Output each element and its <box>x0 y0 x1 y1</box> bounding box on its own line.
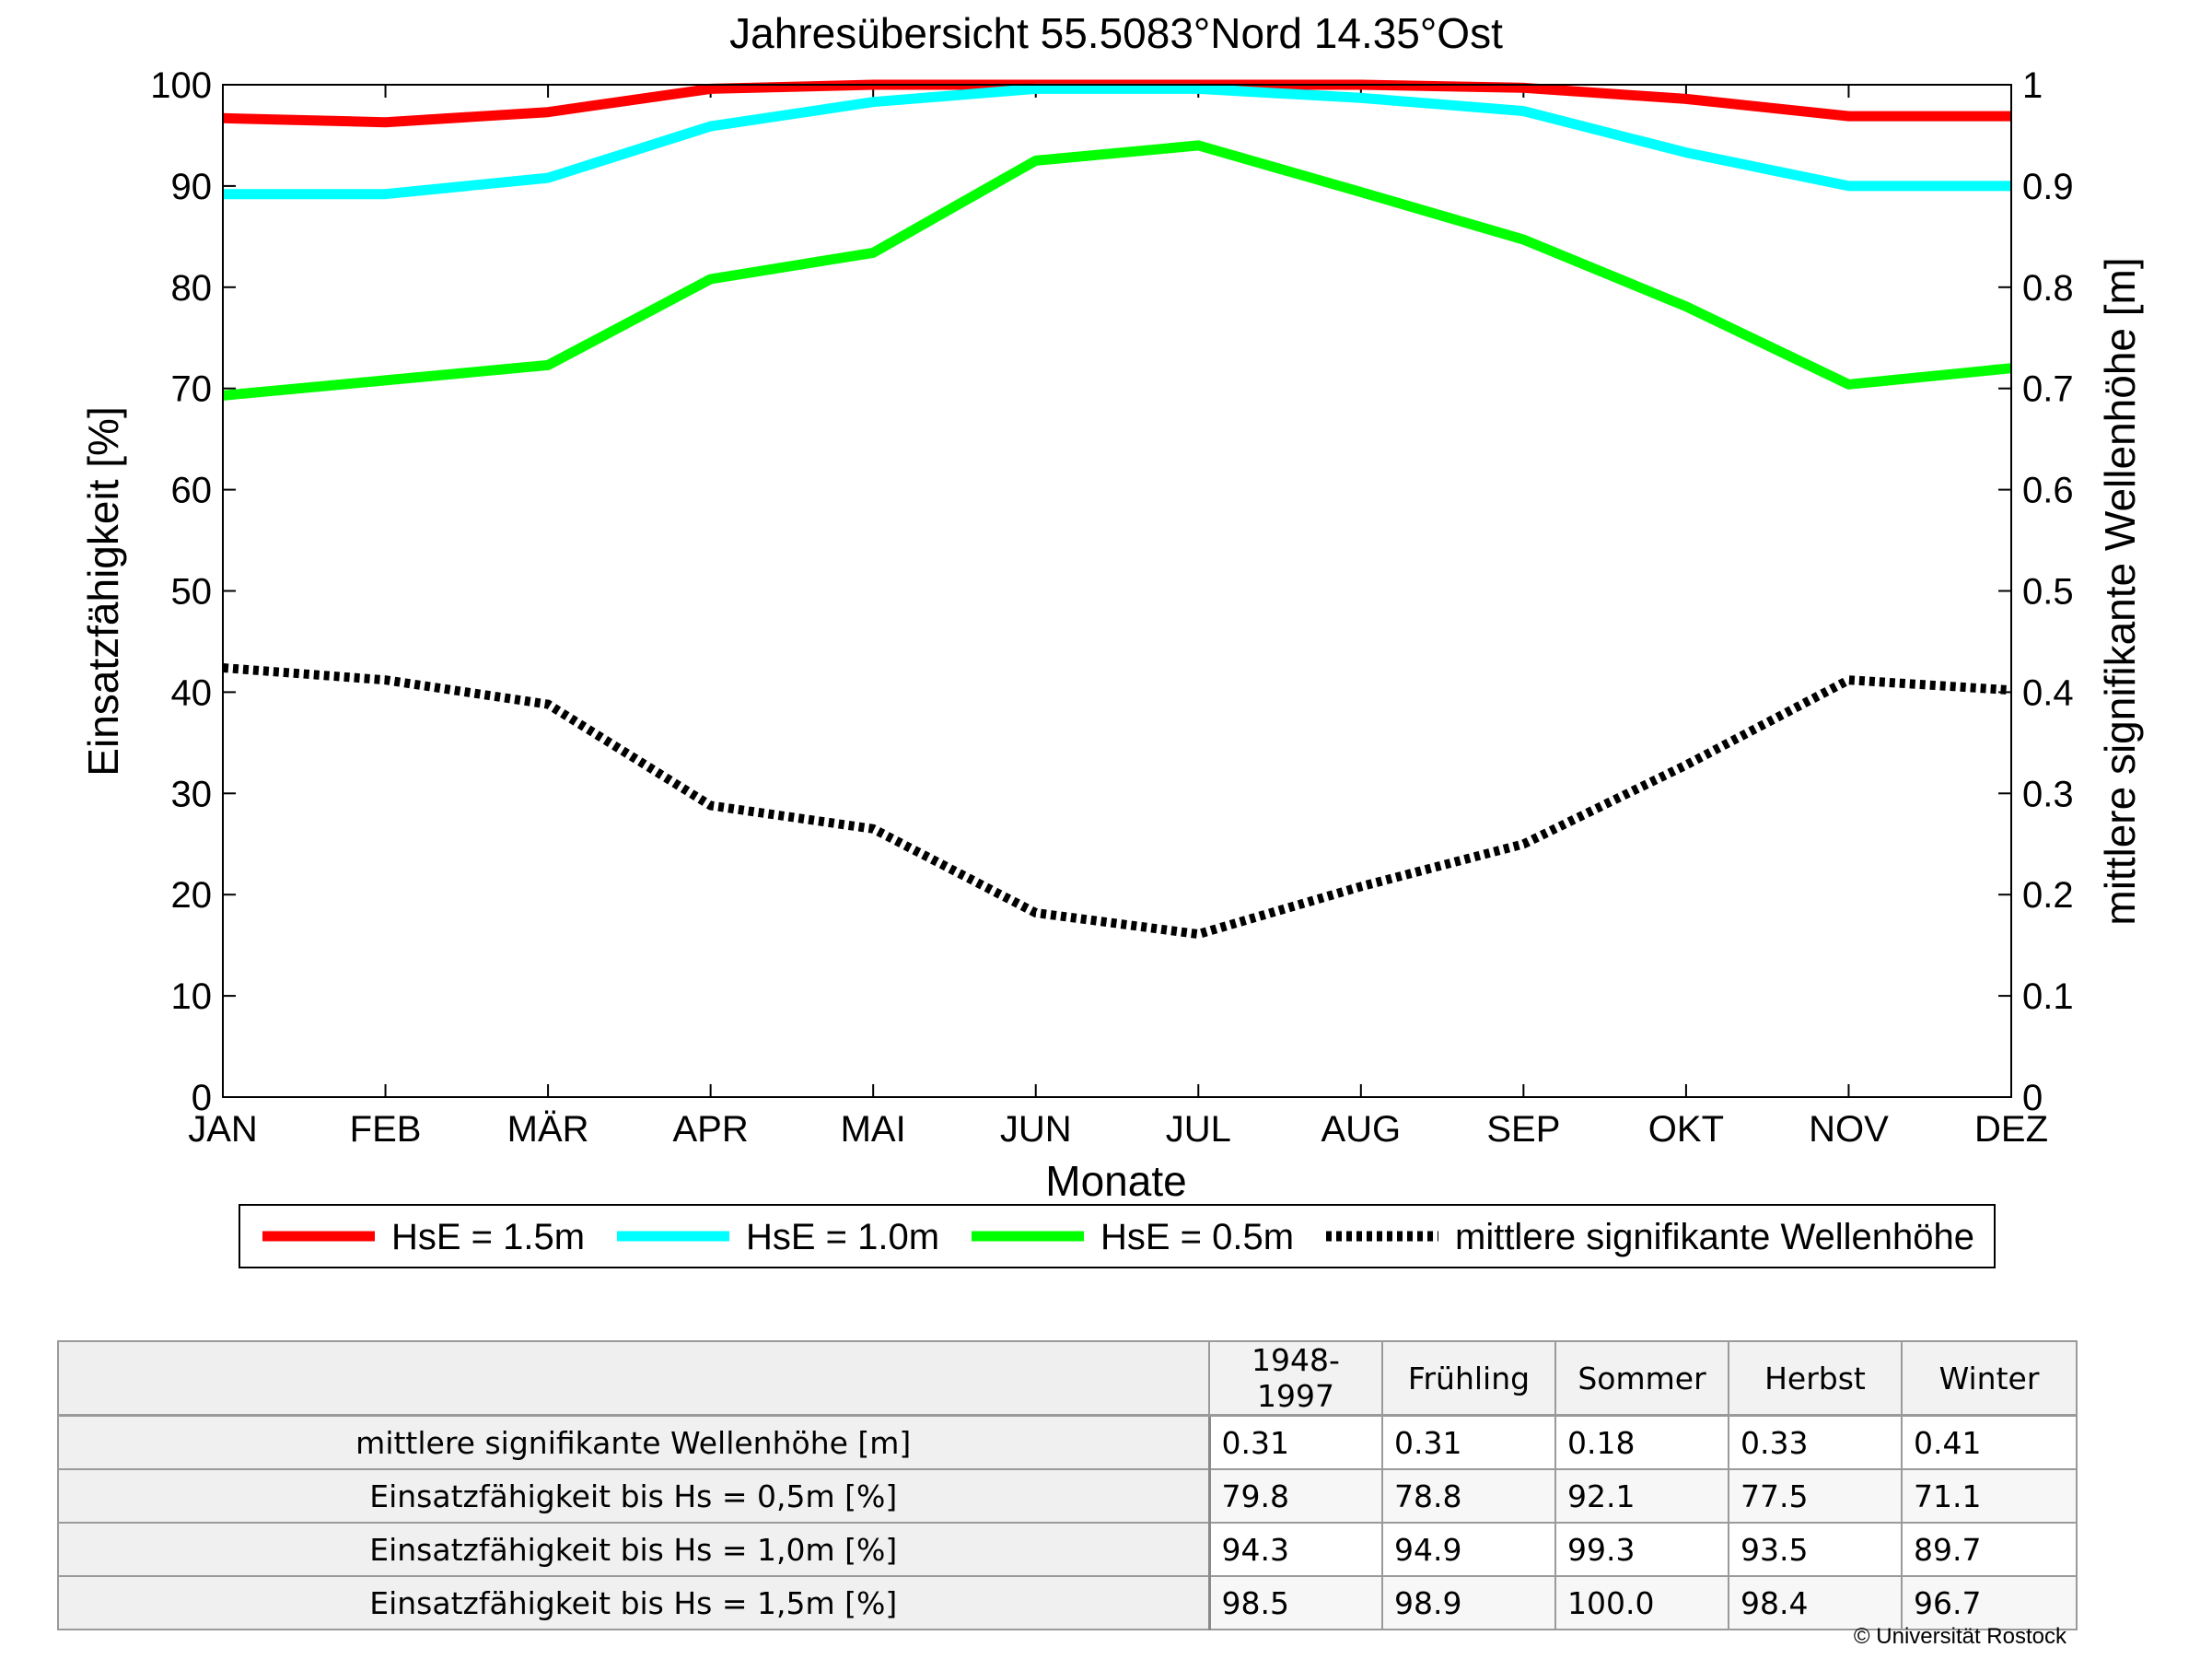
table-cell: 0.33 <box>1728 1414 1903 1470</box>
row-label: Einsatzfähigkeit bis Hs = 1,0m [%] <box>57 1522 1211 1577</box>
legend-box <box>239 1204 1996 1268</box>
y-tick-label: 90 <box>171 167 213 207</box>
y2-tick-label: 0.5 <box>2022 572 2074 613</box>
plot-area <box>223 85 2011 1097</box>
x-tick-label: AUG <box>1321 1109 1401 1150</box>
y2-tick-label: 0.6 <box>2022 471 2074 511</box>
row-label: Einsatzfähigkeit bis Hs = 0,5m [%] <box>57 1468 1211 1524</box>
col-header: 1948-1997 <box>1208 1340 1383 1417</box>
plot-frame <box>222 84 2012 1098</box>
table-cell: 100.0 <box>1554 1575 1729 1630</box>
table-cell: 79.8 <box>1208 1468 1383 1524</box>
table-cell: 78.8 <box>1381 1468 1556 1524</box>
legend-label: mittlere signifikante Wellenhöhe <box>1455 1217 1974 1257</box>
x-tick-label: SEP <box>1486 1109 1560 1150</box>
series-line-hse-0-5m <box>222 140 2012 401</box>
x-tick-label: DEZ <box>1974 1109 2048 1150</box>
x-axis-label: Monate <box>1045 1157 1186 1205</box>
y2-axis-label: mittlere signifikante Wellenhöhe [m] <box>2096 257 2144 925</box>
x-tick-label: NOV <box>1809 1109 1889 1150</box>
table-cell: 98.5 <box>1208 1575 1383 1630</box>
x-tick-label: OKT <box>1648 1109 1724 1150</box>
y-tick-label: 50 <box>171 572 213 613</box>
y2-tick-label: 0.3 <box>2022 774 2074 814</box>
x-tick-label: APR <box>673 1109 749 1150</box>
table-cell: 94.9 <box>1381 1522 1556 1577</box>
row-label: Einsatzfähigkeit bis Hs = 1,5m [%] <box>57 1575 1211 1630</box>
table-row: mittlere signifikante Wellenhöhe [m] 0.3… <box>57 1414 2078 1470</box>
x-tick-label: JAN <box>188 1109 258 1150</box>
y-tick-label: 60 <box>171 471 213 511</box>
table-cell: 0.41 <box>1901 1414 2078 1470</box>
y-tick-label: 100 <box>150 65 212 106</box>
legend-label: HsE = 0.5m <box>1100 1217 1294 1257</box>
copyright-note: © Universität Rostock <box>1853 1624 2066 1649</box>
x-tick-label: JUL <box>1166 1109 1231 1150</box>
y2-tick-label: 0.8 <box>2022 268 2074 309</box>
table-corner-cell <box>57 1340 1210 1417</box>
x-tick-label: MAI <box>841 1109 906 1150</box>
col-header: Frühling <box>1381 1340 1556 1417</box>
table-cell: 71.1 <box>1901 1468 2078 1524</box>
y2-tick-label: 0 <box>2022 1078 2043 1118</box>
y2-tick-label: 0.9 <box>2022 167 2074 207</box>
y-tick-label: 0 <box>192 1078 212 1118</box>
table-row: Einsatzfähigkeit bis Hs = 0,5m [%] 79.8 … <box>57 1468 2078 1524</box>
table-header-row: 1948-1997 Frühling Sommer Herbst Winter <box>57 1340 2078 1417</box>
y-tick-label: 20 <box>171 875 213 916</box>
table-row: Einsatzfähigkeit bis Hs = 1,5m [%] 98.5 … <box>57 1575 2078 1630</box>
x-tick-label: MÄR <box>507 1109 589 1150</box>
table-cell: 92.1 <box>1554 1468 1729 1524</box>
table-cell: 0.31 <box>1208 1414 1383 1470</box>
y2-tick-label: 0.2 <box>2022 875 2074 916</box>
y-tick-label: 30 <box>171 774 213 814</box>
y2-tick-label: 0.7 <box>2022 369 2074 410</box>
col-header: Sommer <box>1554 1340 1729 1417</box>
table-cell: 77.5 <box>1728 1468 1903 1524</box>
table-cell: 96.7 <box>1901 1575 2078 1630</box>
col-header: Herbst <box>1728 1340 1903 1417</box>
chart-title: Jahresübersicht 55.5083°Nord 14.35°Ost <box>729 9 1503 57</box>
table-cell: 0.31 <box>1381 1414 1556 1470</box>
table-cell: 94.3 <box>1208 1522 1383 1577</box>
y-tick-label: 70 <box>171 369 213 410</box>
table-cell: 98.9 <box>1381 1575 1556 1630</box>
x-tick-label: JUN <box>1000 1109 1072 1150</box>
y2-tick-label: 0.4 <box>2022 672 2074 713</box>
y2-tick-label: 0.1 <box>2022 976 2074 1017</box>
table-cell: 99.3 <box>1554 1522 1729 1577</box>
table-cell: 93.5 <box>1728 1522 1903 1577</box>
table-cell: 0.18 <box>1554 1414 1729 1470</box>
x-tick-label: FEB <box>350 1109 422 1150</box>
table-cell: 89.7 <box>1901 1522 2078 1577</box>
legend: HsE = 1.5m HsE = 1.0m HsE = 0.5m mittlere s… <box>239 1204 1996 1268</box>
table-cell: 98.4 <box>1728 1575 1903 1630</box>
summary-table: 1948-1997 Frühling Sommer Herbst Winter … <box>57 1340 2078 1630</box>
table-row: Einsatzfähigkeit bis Hs = 1,0m [%] 94.3 … <box>57 1522 2078 1577</box>
summary-table-container: 1948-1997 Frühling Sommer Herbst Winter … <box>57 1340 2078 1630</box>
y-tick-label: 10 <box>171 976 213 1017</box>
y-tick-label: 80 <box>171 268 213 309</box>
series-line-hse-1-0m <box>223 83 2011 200</box>
y2-tick-label: 1 <box>2022 65 2043 106</box>
legend-label: HsE = 1.0m <box>746 1217 939 1257</box>
col-header: Winter <box>1901 1340 2078 1417</box>
row-label: mittlere signifikante Wellenhöhe [m] <box>57 1414 1211 1470</box>
y-axis-label: Einsatzfähigkeit [%] <box>79 406 127 776</box>
legend-label: HsE = 1.5m <box>391 1217 585 1257</box>
y-tick-label: 40 <box>171 672 213 713</box>
chart: Jahresübersicht 55.5083°Nord 14.35°Ost 0… <box>79 9 2144 1268</box>
